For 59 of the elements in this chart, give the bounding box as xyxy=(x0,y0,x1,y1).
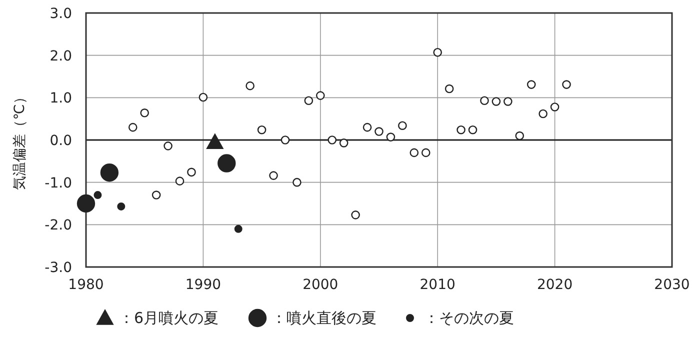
y-tick-label: -2.0 xyxy=(44,218,72,234)
point xyxy=(164,142,172,150)
y-tick-label: -1.0 xyxy=(44,175,72,192)
y-tick-label: -3.0 xyxy=(44,260,72,276)
point xyxy=(550,102,560,112)
point xyxy=(480,96,489,106)
legend-label: ：6月噴火の夏 xyxy=(119,309,219,327)
point xyxy=(175,176,184,186)
y-tick-label: 1.0 xyxy=(50,90,72,107)
point xyxy=(304,96,314,106)
point xyxy=(362,122,372,132)
point xyxy=(100,163,119,182)
x-tick-label: 2010 xyxy=(420,277,456,293)
point xyxy=(433,48,442,57)
point xyxy=(421,148,430,158)
point xyxy=(374,127,384,136)
point xyxy=(468,125,478,134)
point xyxy=(444,84,454,94)
x-tick-label: 2020 xyxy=(536,277,573,293)
legend-label: ：その次の夏 xyxy=(424,309,514,327)
x-tick-label: 2000 xyxy=(302,277,338,293)
legend-label: ：噴火直後の夏 xyxy=(272,309,376,327)
point xyxy=(76,194,96,213)
point xyxy=(328,136,337,144)
point xyxy=(316,91,325,100)
point xyxy=(292,178,302,187)
point xyxy=(339,138,348,148)
point xyxy=(218,154,236,172)
point xyxy=(94,191,102,200)
y-tick-label: 0.0 xyxy=(50,133,72,149)
x-tick-label: 1980 xyxy=(68,277,104,293)
point xyxy=(351,210,360,220)
x-tick-label: 2030 xyxy=(654,277,690,293)
point xyxy=(152,190,161,200)
point xyxy=(410,148,419,158)
y-tick-label: 3.0 xyxy=(50,6,72,22)
x-tick-label: 1990 xyxy=(185,277,222,293)
point xyxy=(280,136,290,144)
point xyxy=(187,168,196,177)
y-tick-label: 2.0 xyxy=(50,48,72,64)
point xyxy=(206,134,224,149)
point xyxy=(398,121,407,130)
point xyxy=(140,108,149,118)
point xyxy=(515,131,524,140)
point xyxy=(456,125,466,134)
y-axis-title: 気温偏差（℃） xyxy=(12,90,28,190)
point xyxy=(562,80,571,89)
point xyxy=(128,122,138,132)
point xyxy=(269,171,278,180)
point xyxy=(198,92,208,102)
point xyxy=(386,132,396,142)
point xyxy=(504,97,512,106)
point xyxy=(526,80,536,89)
point xyxy=(538,109,548,118)
point xyxy=(117,202,126,210)
point xyxy=(246,81,254,90)
point xyxy=(234,224,242,233)
point xyxy=(492,97,501,106)
point xyxy=(257,125,266,134)
